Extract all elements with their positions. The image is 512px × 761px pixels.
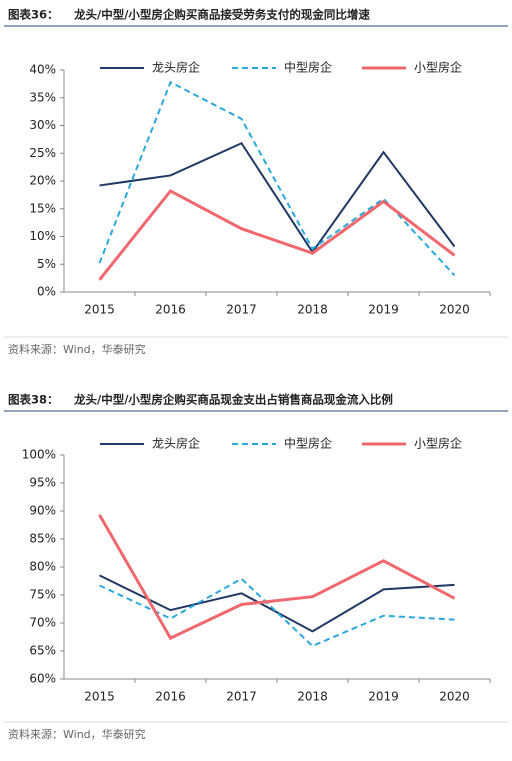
- y-tick-label: 75%: [29, 588, 56, 602]
- series-line: [98, 80, 456, 277]
- source: 资料来源：Wind，华泰研究: [8, 727, 146, 741]
- x-tick-label: 2016: [155, 690, 186, 704]
- x-tick-label: 2020: [439, 303, 470, 317]
- y-tick-label: 5%: [37, 257, 56, 271]
- source: 资料来源：Wind，华泰研究: [8, 342, 146, 356]
- y-tick-label: 20%: [29, 174, 56, 188]
- y-tick-label: 80%: [29, 560, 56, 574]
- x-tick-label: 2018: [297, 690, 328, 704]
- y-tick-label: 35%: [29, 90, 56, 104]
- legend-label: 中型房企: [284, 436, 332, 451]
- legend-label: 龙头房企: [152, 60, 200, 75]
- y-tick-label: 10%: [29, 229, 56, 243]
- x-tick-label: 2020: [439, 690, 470, 704]
- chart-title: 龙头/中型/小型房企购买商品接受劳务支付的现金同比增速: [73, 8, 370, 22]
- series-line: [98, 514, 456, 641]
- x-tick-label: 2017: [226, 303, 257, 317]
- y-tick-label: 40%: [29, 63, 56, 77]
- legend-label: 小型房企: [414, 60, 462, 75]
- y-tick-label: 100%: [22, 448, 56, 462]
- y-tick-label: 30%: [29, 118, 56, 132]
- legend-label: 中型房企: [284, 60, 332, 75]
- x-tick-label: 2015: [84, 690, 115, 704]
- x-tick-label: 2019: [368, 690, 399, 704]
- figure-label: 图表36：: [8, 8, 59, 22]
- y-tick-label: 25%: [29, 146, 56, 160]
- y-tick-label: 70%: [29, 616, 56, 630]
- y-tick-label: 0%: [37, 285, 56, 299]
- x-tick-label: 2017: [226, 690, 257, 704]
- y-tick-label: 60%: [29, 672, 56, 686]
- figure-label: 图表38：: [8, 393, 59, 407]
- legend-label: 龙头房企: [152, 436, 200, 451]
- chart-title: 龙头/中型/小型房企购买商品现金支出占销售商品现金流入比例: [73, 393, 393, 407]
- x-tick-label: 2019: [368, 303, 399, 317]
- x-tick-label: 2016: [155, 303, 186, 317]
- x-tick-label: 2018: [297, 303, 328, 317]
- series-line: [98, 189, 456, 281]
- series-line: [99, 574, 455, 633]
- y-tick-label: 95%: [29, 476, 56, 490]
- y-tick-label: 65%: [29, 644, 56, 658]
- series-line: [99, 577, 455, 648]
- legend-label: 小型房企: [414, 436, 462, 451]
- y-tick-label: 85%: [29, 532, 56, 546]
- series-line: [99, 141, 456, 254]
- x-tick-label: 2015: [84, 303, 115, 317]
- y-tick-label: 15%: [29, 201, 56, 215]
- y-tick-label: 90%: [29, 504, 56, 518]
